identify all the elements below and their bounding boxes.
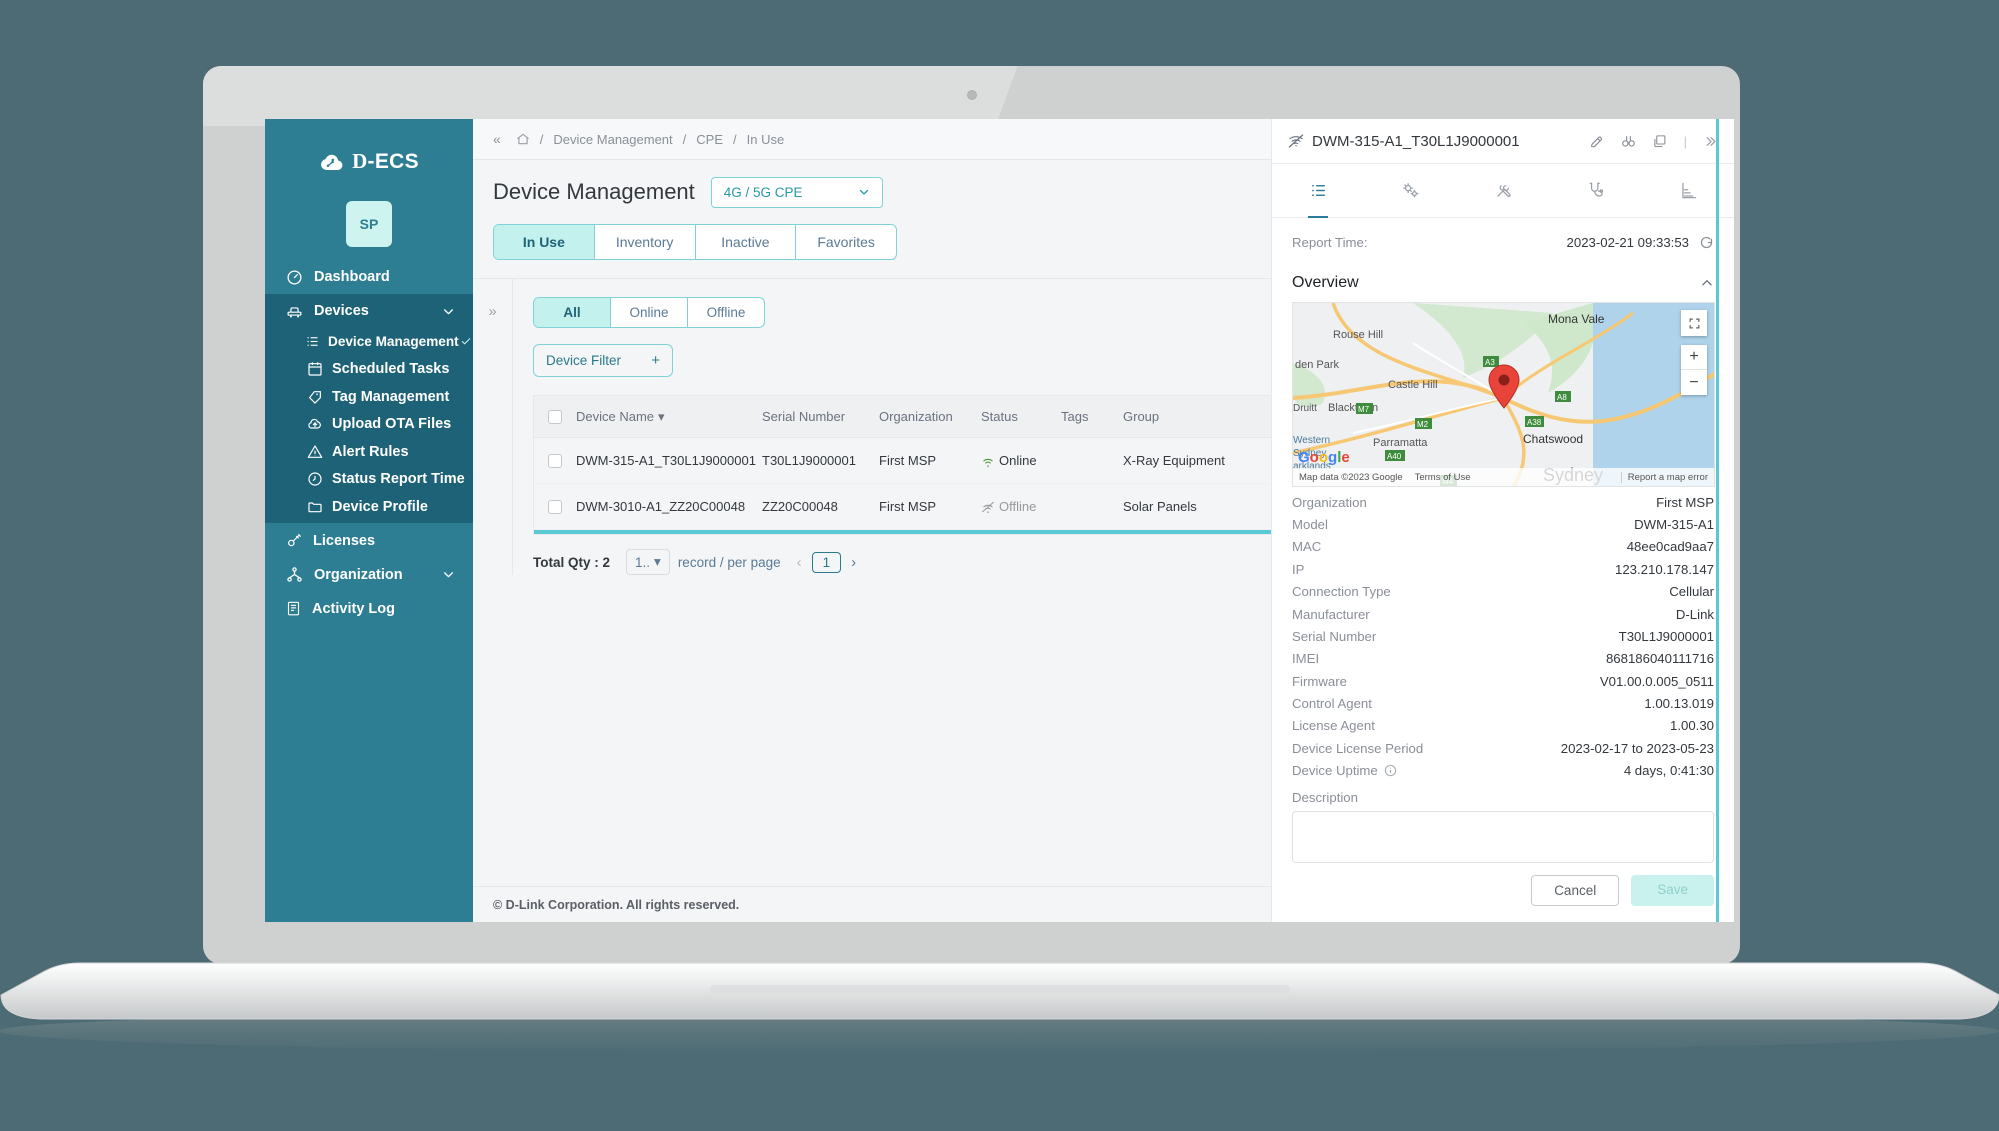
svg-text:A8: A8	[1557, 393, 1567, 402]
svg-text:Druitt: Druitt	[1293, 403, 1317, 414]
svg-text:Chatswood: Chatswood	[1523, 432, 1583, 446]
svg-text:A38: A38	[1527, 418, 1542, 427]
svg-text:Mona Vale: Mona Vale	[1548, 312, 1605, 326]
svg-text:A3: A3	[1485, 358, 1495, 367]
svg-text:den Park: den Park	[1295, 359, 1340, 371]
svg-text:Rouse Hill: Rouse Hill	[1333, 329, 1383, 341]
svg-text:M2: M2	[1417, 420, 1429, 429]
svg-text:M7: M7	[1358, 405, 1370, 414]
svg-text:Parramatta: Parramatta	[1373, 437, 1428, 449]
svg-text:Western: Western	[1293, 435, 1330, 446]
svg-text:A40: A40	[1387, 452, 1402, 461]
svg-text:Castle Hill: Castle Hill	[1388, 379, 1438, 391]
